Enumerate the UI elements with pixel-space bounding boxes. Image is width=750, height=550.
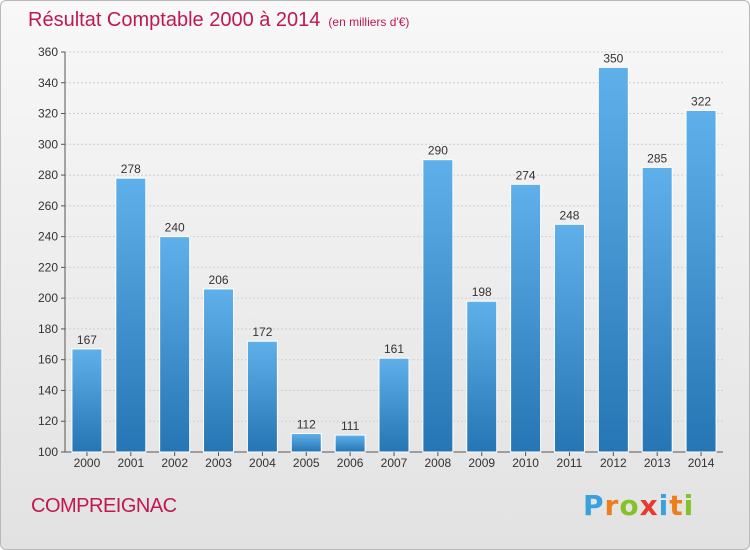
bar-value-label: 322 [691,94,711,108]
bar [685,109,717,453]
x-tick-label: 2002 [161,456,188,470]
y-tick-label: 360 [38,45,58,59]
bar-value-label: 111 [341,419,360,433]
logo-letter: i [658,489,670,522]
x-tick-label: 2008 [425,456,452,470]
x-tick-label: 2009 [468,456,495,470]
bar [246,340,278,453]
y-tick-label: 120 [38,414,58,428]
y-tick-label: 200 [38,291,58,305]
x-tick-label: 2006 [337,456,364,470]
chart-title-unit: (en milliers d'€) [328,15,410,29]
y-tick-label: 340 [38,76,58,90]
bar [203,288,235,453]
bar [115,177,147,453]
bar-value-label: 274 [516,168,536,182]
bar [378,357,410,453]
logo-letter: o [619,489,640,522]
bar [422,159,454,453]
bar [334,434,366,453]
bar-value-label: 161 [384,342,404,356]
bar-value-label: 240 [165,221,185,235]
chart-title-main: Résultat Comptable 2000 à 2014 [28,9,321,31]
y-tick-label: 320 [38,107,58,121]
x-tick-label: 2007 [381,456,408,470]
bar-value-label: 112 [297,418,316,432]
y-tick-label: 180 [38,322,58,336]
bar [71,348,103,453]
proxiti-logo: Proxiti [583,489,694,522]
bar [641,166,673,453]
bar-value-label: 278 [121,162,141,176]
y-tick-label: 220 [38,260,58,274]
bar [597,66,629,453]
y-tick-label: 240 [38,230,58,244]
bar [553,223,585,453]
bar-value-label: 206 [209,273,229,287]
y-tick-label: 140 [38,383,58,397]
x-tick-label: 2012 [600,456,627,470]
logo-letter: r [604,489,620,522]
bar-value-label: 172 [252,325,272,339]
x-tick-label: 2013 [644,456,671,470]
place-name: COMPREIGNAC [31,495,177,517]
x-tick-label: 2001 [117,456,144,470]
bar-value-label: 248 [559,208,579,222]
bar [159,236,191,453]
bar [510,183,542,453]
bar-value-label: 198 [472,285,492,299]
x-tick-label: 2005 [293,456,320,470]
bar-value-label: 167 [77,333,97,347]
logo-letter: i [683,489,695,522]
y-tick-label: 160 [38,353,58,367]
x-tick-label: 2010 [512,456,539,470]
y-tick-label: 100 [38,445,58,459]
x-tick-label: 2000 [74,456,101,470]
x-tick-label: 2011 [557,456,583,470]
bar-value-label: 285 [647,151,667,165]
bar-value-label: 350 [603,51,623,65]
bar [290,433,322,453]
bar-value-label: 290 [428,144,448,158]
x-tick-label: 2003 [205,456,232,470]
logo-letter: x [639,489,659,522]
x-tick-label: 2004 [249,456,276,470]
y-tick-label: 280 [38,168,58,182]
chart-title: Résultat Comptable 2000 à 2014 (en millie… [28,9,409,32]
logo-letter: P [583,489,605,522]
x-tick-label: 2014 [688,456,715,470]
bar [466,300,498,453]
logo-letter: t [669,489,684,522]
y-tick-label: 260 [38,199,58,213]
y-tick-label: 300 [38,137,58,151]
